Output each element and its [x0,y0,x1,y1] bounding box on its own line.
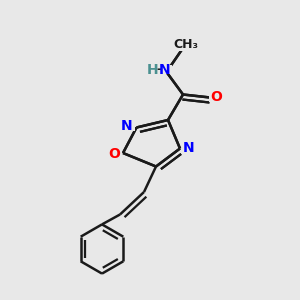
FancyBboxPatch shape [209,92,224,101]
Text: CH₃: CH₃ [173,38,199,51]
Text: O: O [109,147,121,160]
Text: N: N [183,141,195,155]
Text: N: N [121,119,133,133]
FancyBboxPatch shape [182,143,196,152]
Text: H: H [146,63,158,76]
FancyBboxPatch shape [154,66,164,73]
FancyBboxPatch shape [119,121,135,131]
Text: -: - [156,63,162,76]
FancyBboxPatch shape [158,65,172,74]
FancyBboxPatch shape [146,65,159,74]
FancyBboxPatch shape [176,38,196,51]
FancyBboxPatch shape [107,149,122,158]
Text: O: O [211,90,223,104]
Text: N: N [159,63,171,76]
